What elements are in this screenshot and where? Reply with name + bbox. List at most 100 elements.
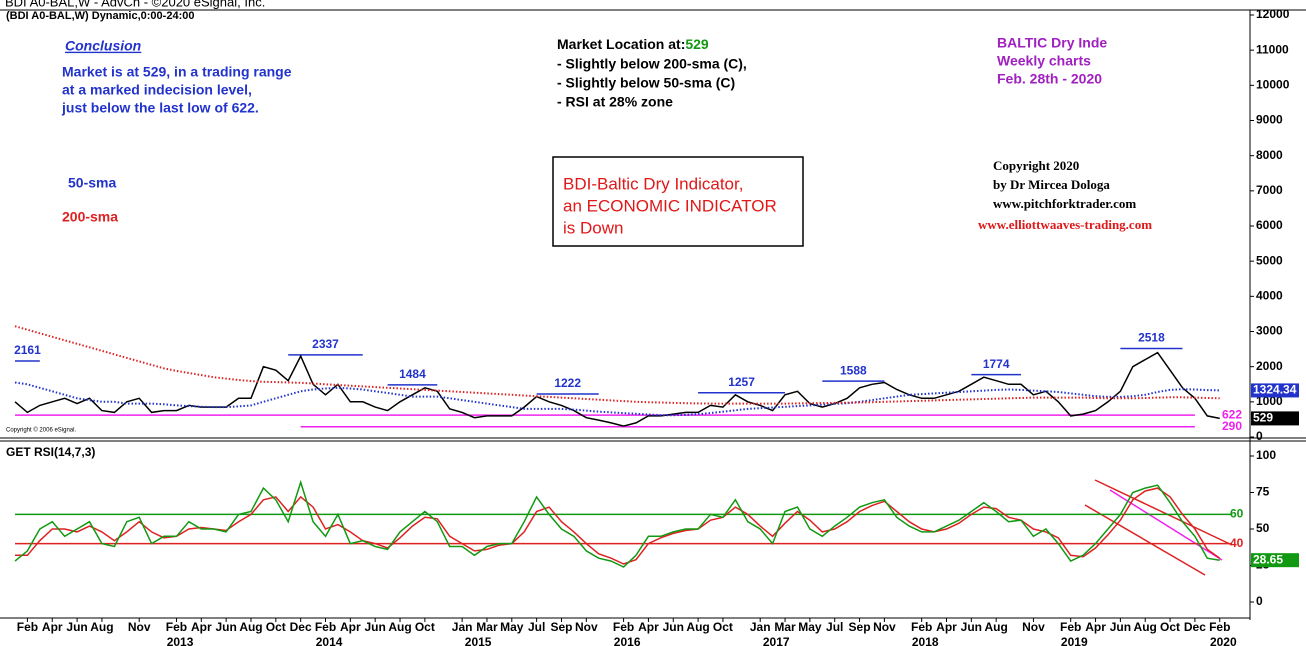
y-tick-label: 1000 (1256, 394, 1283, 408)
y-tick-label: 3000 (1256, 324, 1283, 338)
note: Copyright © 2006 eSignal. (6, 427, 76, 434)
legend-200sma: 200-sma (62, 209, 118, 225)
conclusion-line: just below the last low of 622. (61, 100, 259, 116)
level-label: 2518 (1138, 331, 1165, 345)
x-tick-label: Feb (1060, 620, 1081, 634)
level-label: 622 (1222, 407, 1242, 421)
x-tick-label: Apr (936, 620, 957, 634)
year-label: 2016 (614, 635, 641, 646)
x-tick-label: Aug (985, 620, 1008, 634)
copyright-line: by Dr Mircea Dologa (993, 177, 1110, 192)
x-tick-label: Jun (365, 620, 386, 634)
x-tick-label: Sep (550, 620, 572, 634)
x-tick-label: Feb (911, 620, 932, 634)
x-tick-label: Oct (713, 620, 733, 634)
x-tick-label: Nov (575, 620, 598, 634)
year-label: 2020 (1210, 635, 1237, 646)
x-tick-label: Dec (290, 620, 312, 634)
market-label-text: Market Location at: (557, 36, 685, 52)
x-tick-label: Aug (239, 620, 262, 634)
conclusion-title: Conclusion (65, 38, 141, 54)
box-line: is Down (563, 218, 623, 237)
x-tick-label: Oct (415, 620, 435, 634)
x-tick-label: Jun (961, 620, 982, 634)
channel-line (1084, 504, 1206, 576)
market-line: - RSI at 28% zone (557, 94, 673, 110)
info-line: BALTIC Dry Inde (997, 35, 1107, 51)
y-tick-label: 8000 (1256, 148, 1283, 162)
y-tick-label: 0 (1256, 594, 1263, 608)
y-tick-label: 4000 (1256, 289, 1283, 303)
year-label: 2019 (1061, 635, 1088, 646)
y-tick-label: 12000 (1256, 7, 1290, 21)
x-tick-label: Mar (774, 620, 796, 634)
x-tick-label: Jan (750, 620, 771, 634)
x-tick-label: Aug (686, 620, 709, 634)
info-line: Feb. 28th - 2020 (997, 71, 1102, 87)
x-tick-label: Apr (191, 620, 212, 634)
x-tick-label: Jan (452, 620, 473, 634)
x-tick-label: Apr (42, 620, 63, 634)
level-label: 1588 (840, 363, 867, 377)
conclusion-line: at a marked indecision level, (62, 82, 252, 98)
copyright-line: www.pitchforktrader.com (993, 196, 1136, 211)
x-tick-label: Apr (638, 620, 659, 634)
y-tick-label: 10000 (1256, 78, 1290, 92)
year-label: 2014 (316, 635, 343, 646)
last-tag-label: 28.65 (1253, 552, 1283, 566)
x-tick-label: Oct (266, 620, 286, 634)
x-tick-label: Jun (1110, 620, 1131, 634)
level-label: 2161 (14, 343, 41, 357)
y-tick-label: 7000 (1256, 183, 1283, 197)
x-tick-label: Apr (1085, 620, 1106, 634)
y-tick-label: 75 (1256, 485, 1270, 499)
x-tick-label: Feb (166, 620, 187, 634)
level-label: 60 (1230, 507, 1244, 521)
x-tick-label: Jul (528, 620, 545, 634)
level-label: 1222 (554, 376, 581, 390)
market-value: 529 (685, 36, 709, 52)
x-tick-label: May (500, 620, 524, 634)
symbol: (BDI A0-BAL,W) Dynamic,0:00-24:00 (6, 10, 194, 22)
x-tick-label: Jun (215, 620, 236, 634)
last-tag (1251, 383, 1299, 398)
x-tick-label: Jun (663, 620, 684, 634)
box-line: BDI-Baltic Dry Indicator, (563, 174, 743, 193)
market-label: Market Location at:529 (557, 36, 709, 52)
y-tick-label: 50 (1256, 521, 1270, 535)
last-tag (1251, 411, 1299, 426)
last-tag-label: 529 (1253, 411, 1273, 425)
level-label: 2337 (312, 337, 339, 351)
copyright-line: Copyright 2020 (993, 158, 1079, 173)
x-tick-label: Sep (849, 620, 871, 634)
x-tick-label: Feb (315, 620, 336, 634)
market-line: - Slightly below 50-sma (C) (557, 75, 735, 91)
channel-line (1094, 479, 1233, 546)
x-tick-label: Apr (340, 620, 361, 634)
y-tick-label: 100 (1256, 448, 1276, 462)
x-tick-label: Mar (476, 620, 498, 634)
copyright-line: www.elliottwaaves-trading.com (978, 217, 1152, 232)
level-label: 40 (1230, 536, 1244, 550)
x-tick-label: Feb (613, 620, 634, 634)
last-tag-label: 1324.34 (1253, 383, 1297, 397)
x-tick-label: Aug (388, 620, 411, 634)
x-tick-label: Feb (17, 620, 38, 634)
x-tick-label: Aug (90, 620, 113, 634)
x-tick-label: Jul (826, 620, 843, 634)
x-tick-label: Feb (1209, 620, 1230, 634)
year-label: 2013 (167, 635, 194, 646)
x-tick-label: Nov (1022, 620, 1045, 634)
x-tick-label: Aug (1134, 620, 1157, 634)
box-line: an ECONOMIC INDICATOR (563, 196, 777, 215)
year-label: 2017 (763, 635, 790, 646)
source: BDI A0-BAL,W - AdvCh - ©2020 eSignal, In… (5, 0, 265, 9)
y-tick-label: 11000 (1256, 42, 1289, 56)
series-line (14, 381, 1220, 417)
x-tick-label: Nov (128, 620, 151, 634)
info-line: Weekly charts (997, 53, 1091, 69)
channel-line (1109, 489, 1223, 561)
conclusion-line: Market is at 529, in a trading range (62, 64, 292, 80)
